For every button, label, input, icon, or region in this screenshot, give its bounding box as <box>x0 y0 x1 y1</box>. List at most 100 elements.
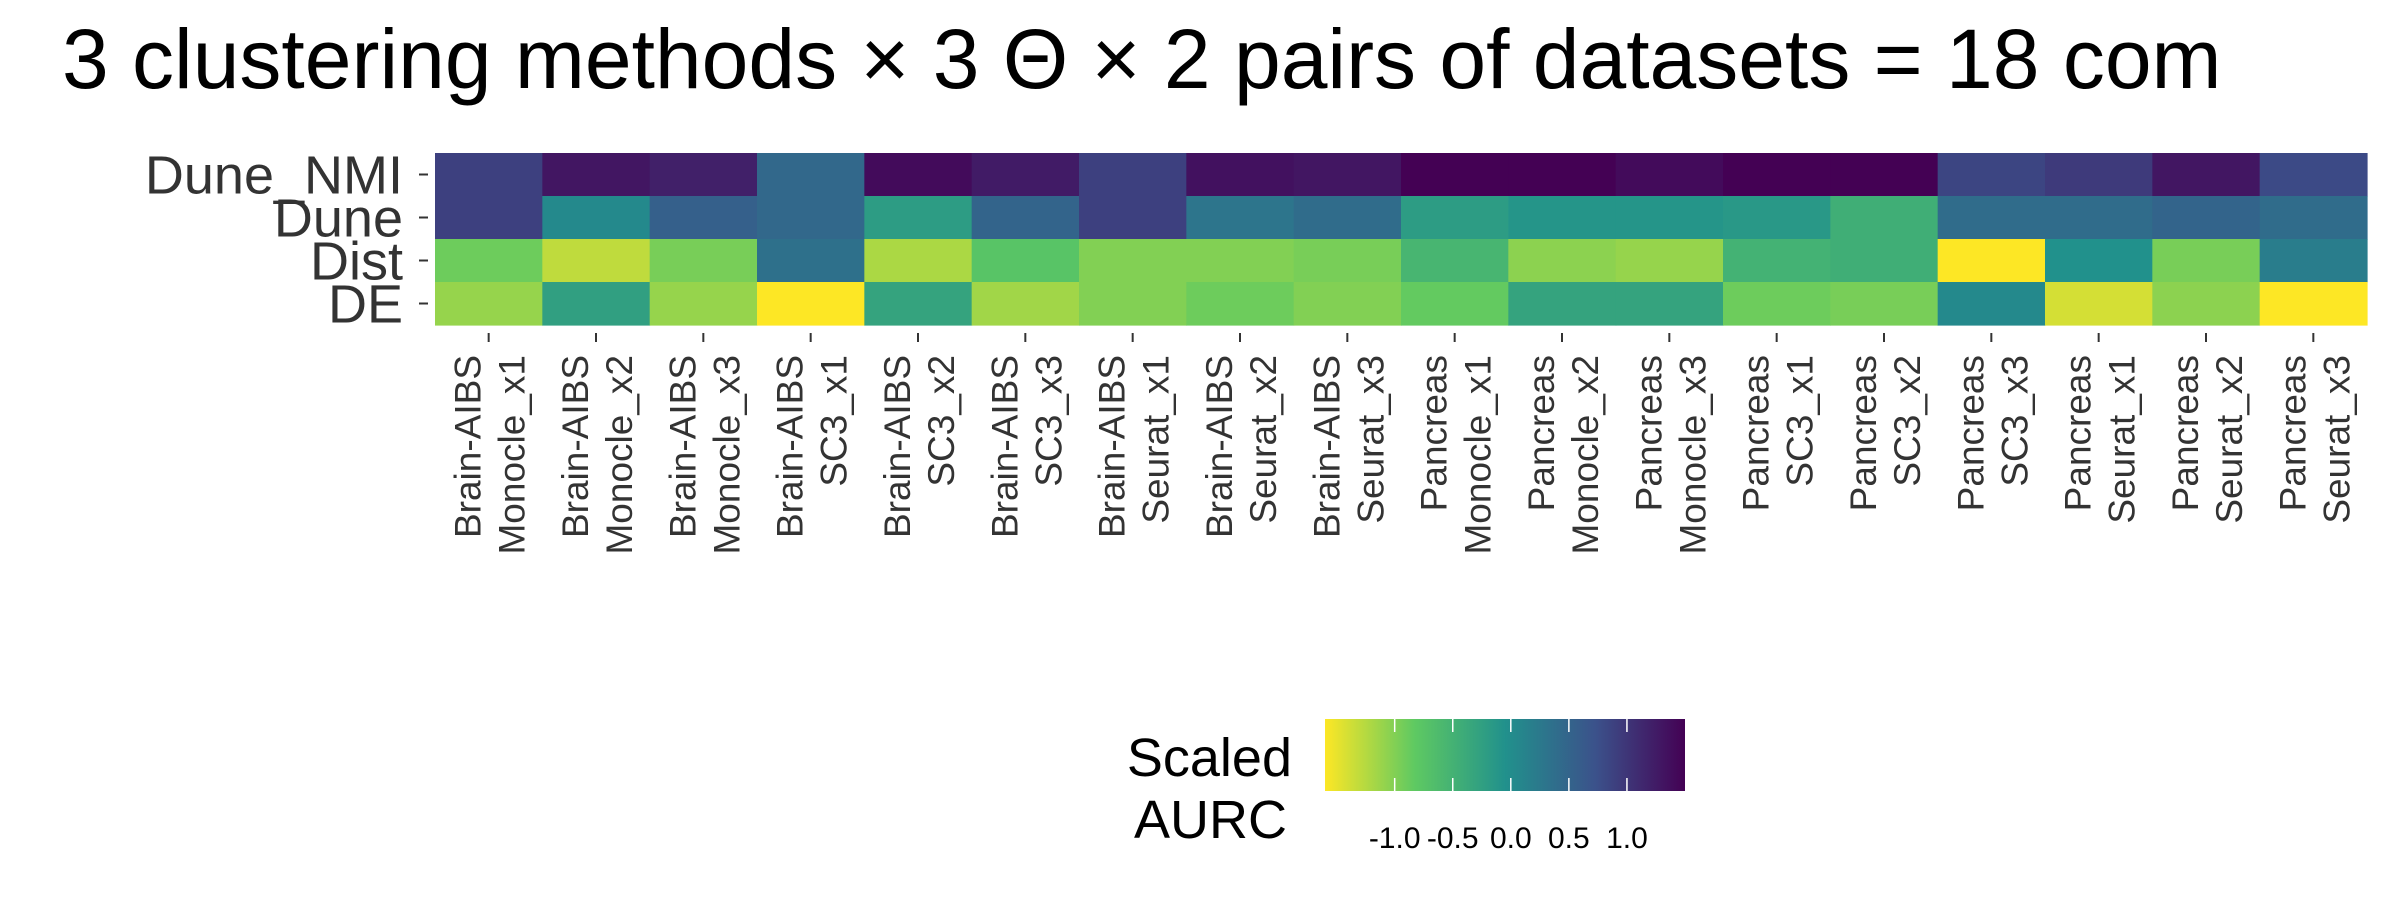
heatmap-cell-dist-12 <box>1615 239 1724 283</box>
y-label-dune: Dune <box>274 189 403 249</box>
x-label-5: Brain-AIBS SC3_x2 <box>877 355 962 538</box>
heatmap-cell-dune-7 <box>1079 196 1187 240</box>
heatmap-cell-de-10 <box>1401 282 1509 326</box>
heatmap-cell-dune-12 <box>1615 196 1724 240</box>
x-label-dataset: Pancreas <box>2272 355 2313 511</box>
heatmap-cell-de-8 <box>1186 282 1295 326</box>
heatmap-cell-de-18 <box>2259 282 2368 326</box>
heatmap-cell-dune-3 <box>649 196 758 240</box>
x-label-dataset: Brain-AIBS <box>555 355 596 538</box>
heatmap-cell-de-16 <box>2045 282 2153 326</box>
heatmap-cell-dist-13 <box>1723 239 1831 283</box>
x-label-dataset: Pancreas <box>2058 355 2099 511</box>
heatmap-cell-dune-9 <box>1293 196 1402 240</box>
heatmap-cell-de-11 <box>1508 282 1617 326</box>
heatmap-cell-de-15 <box>1937 282 2046 326</box>
heatmap-cell-dune-8 <box>1186 196 1295 240</box>
x-label-method: SC3_x2 <box>921 355 962 487</box>
color-legend: Scaled AURC -1.0 -0.5 0.0 0.5 1.0 <box>1127 719 1685 855</box>
x-label-10: Pancreas Monocle_x1 <box>1414 355 1499 555</box>
x-label-dataset: Brain-AIBS <box>448 355 489 538</box>
x-label-14: Pancreas SC3_x2 <box>1843 355 1928 511</box>
y-label-de: DE <box>328 275 403 335</box>
x-label-method: Monocle_x1 <box>1458 355 1499 555</box>
heatmap-cell-dune-nmi-10 <box>1401 153 1509 197</box>
heatmap-cell-dune-nmi-5 <box>864 153 973 197</box>
heatmap-cell-dune-nmi-13 <box>1723 153 1831 197</box>
heatmap-cell-dist-18 <box>2259 239 2368 283</box>
heatmap-cell-dune-10 <box>1401 196 1509 240</box>
heatmap-cell-dist-1 <box>435 239 543 283</box>
x-label-method: SC3_x1 <box>1780 355 1821 487</box>
legend-title-line1: Scaled <box>1127 728 1292 788</box>
heatmap-cell-dist-5 <box>864 239 973 283</box>
heatmap-cell-de-5 <box>864 282 973 326</box>
y-label-dune-nmi: Dune_NMI <box>145 146 403 206</box>
heatmap-cell-dist-7 <box>1079 239 1187 283</box>
heatmap-cell-dune-nmi-15 <box>1937 153 2046 197</box>
x-label-dataset: Brain-AIBS <box>1199 355 1240 538</box>
x-label-12: Pancreas Monocle_x3 <box>1628 355 1713 555</box>
heatmap-cell-dune-nmi-8 <box>1186 153 1295 197</box>
legend-tick-label: 0.5 <box>1548 822 1590 855</box>
x-label-6: Brain-AIBS SC3_x3 <box>984 355 1069 538</box>
x-label-dataset: Brain-AIBS <box>1306 355 1347 538</box>
heatmap-cell-dune-4 <box>757 196 865 240</box>
x-label-method: Monocle_x1 <box>492 355 533 555</box>
heatmap-cell-dune-11 <box>1508 196 1617 240</box>
x-label-16: Pancreas Seurat_x1 <box>2058 355 2143 524</box>
heatmap-cell-dune-16 <box>2045 196 2153 240</box>
heatmap-cell-dune-nmi-9 <box>1293 153 1402 197</box>
heatmap-cell-dune-17 <box>2152 196 2261 240</box>
heatmap-cell-dune-6 <box>971 196 1080 240</box>
x-label-3: Brain-AIBS Monocle_x3 <box>662 355 747 555</box>
x-label-method: SC3_x2 <box>1887 355 1928 487</box>
x-label-dataset: Pancreas <box>2165 355 2206 511</box>
legend-tick-label: -0.5 <box>1427 822 1479 855</box>
heatmap-cell-dist-2 <box>542 239 651 283</box>
heatmap-cell-de-17 <box>2152 282 2261 326</box>
heatmap-cell-dune-2 <box>542 196 651 240</box>
heatmap-cell-dune-nmi-7 <box>1079 153 1187 197</box>
heatmap-cell-dist-10 <box>1401 239 1509 283</box>
x-label-dataset: Pancreas <box>1521 355 1562 511</box>
x-label-dataset: Brain-AIBS <box>1092 355 1133 538</box>
x-label-15: Pancreas SC3_x3 <box>1950 355 2035 511</box>
heatmap-cell-dist-17 <box>2152 239 2261 283</box>
x-label-dataset: Pancreas <box>1414 355 1455 511</box>
x-label-method: Seurat_x3 <box>1350 355 1391 524</box>
heatmap-cell-dist-3 <box>649 239 758 283</box>
legend-colorbar <box>1325 719 1685 791</box>
heatmap-cell-dist-9 <box>1293 239 1402 283</box>
chart-title: 3 clustering methods × 3 Θ × 2 pairs of … <box>62 12 2222 106</box>
heatmap-cell-de-7 <box>1079 282 1187 326</box>
x-label-9: Brain-AIBS Seurat_x3 <box>1306 355 1391 538</box>
heatmap-cell-dune-nmi-3 <box>649 153 758 197</box>
heatmap-cell-de-4 <box>757 282 865 326</box>
x-label-dataset: Pancreas <box>1950 355 1991 511</box>
legend-ticks: -1.0 -0.5 0.0 0.5 1.0 <box>1369 719 1648 855</box>
heatmap-cell-dune-nmi-1 <box>435 153 543 197</box>
x-label-method: Seurat_x3 <box>2316 355 2357 524</box>
legend-title-line2: AURC <box>1134 790 1287 850</box>
x-label-8: Brain-AIBS Seurat_x2 <box>1199 355 1284 538</box>
x-label-dataset: Brain-AIBS <box>984 355 1025 538</box>
heatmap-cell-dist-15 <box>1937 239 2046 283</box>
heatmap-cell-dune-nmi-18 <box>2259 153 2368 197</box>
x-label-18: Pancreas Seurat_x3 <box>2272 355 2357 524</box>
heatmap-cell-dune-1 <box>435 196 543 240</box>
x-label-method: Monocle_x3 <box>1672 355 1713 555</box>
x-label-method: SC3_x3 <box>1994 355 2035 487</box>
heatmap-cell-dist-6 <box>971 239 1080 283</box>
heatmap-cell-de-3 <box>649 282 758 326</box>
x-label-dataset: Brain-AIBS <box>662 355 703 538</box>
heatmap-cell-dune-13 <box>1723 196 1831 240</box>
heatmap-cell-dune-nmi-6 <box>971 153 1080 197</box>
x-label-method: SC3_x1 <box>814 355 855 487</box>
heatmap-cell-dune-nmi-2 <box>542 153 651 197</box>
heatmap-cell-dune-nmi-11 <box>1508 153 1617 197</box>
legend-tick-label: -1.0 <box>1369 822 1421 855</box>
heatmap-cells <box>435 153 2368 326</box>
x-label-dataset: Pancreas <box>1736 355 1777 511</box>
heatmap-cell-dune-14 <box>1830 196 1939 240</box>
